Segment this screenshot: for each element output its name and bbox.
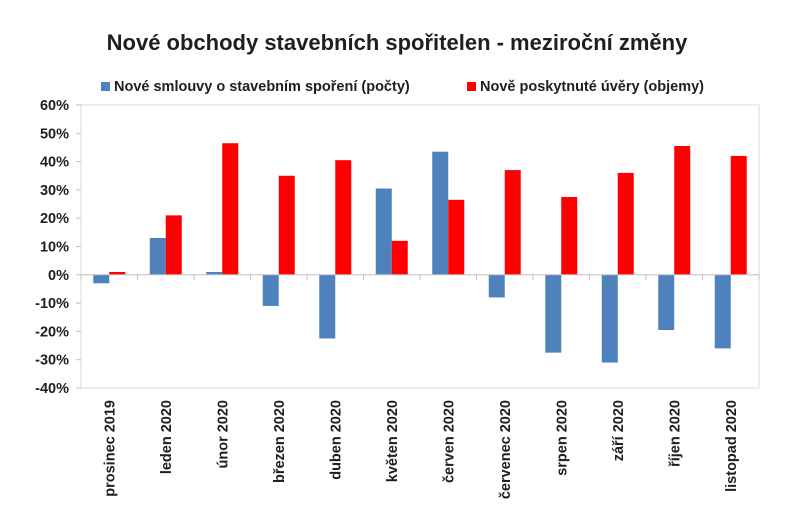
legend-swatch-series-2 xyxy=(467,82,476,91)
plot-area xyxy=(80,104,760,389)
bar-series-1 xyxy=(658,274,675,330)
bar-series-2 xyxy=(335,160,352,275)
plot-border xyxy=(80,104,760,389)
x-tick-label: prosinec 2019 xyxy=(102,400,118,497)
bar-series-1 xyxy=(545,274,562,353)
bar-series-2 xyxy=(504,170,521,275)
bar-series-2 xyxy=(165,215,182,275)
y-tick-label: 50% xyxy=(40,126,69,142)
y-tick-label: 20% xyxy=(40,211,69,227)
x-tick-label: říjen 2020 xyxy=(667,400,683,467)
bar-series-1 xyxy=(262,274,279,306)
bar-series-2 xyxy=(109,271,126,275)
chart-title: Nové obchody stavebních spořitelen - mez… xyxy=(107,30,688,55)
bar-series-1 xyxy=(714,274,731,349)
bar-series-2 xyxy=(617,172,634,275)
y-tick-label: 0% xyxy=(48,268,69,284)
x-tick-label: duben 2020 xyxy=(328,400,344,480)
legend-label-series-1: Nové smlouvy o stavebním spoření (počty) xyxy=(114,79,410,95)
bar-series-1 xyxy=(488,274,505,298)
bar-series-1 xyxy=(601,274,618,363)
x-tick-label: červen 2020 xyxy=(441,400,457,483)
x-tick-label: srpen 2020 xyxy=(554,400,570,476)
x-tick-label: březen 2020 xyxy=(272,400,288,483)
legend-label-series-2: Nově poskytnuté úvěry (objemy) xyxy=(480,79,704,95)
bar-series-1 xyxy=(432,151,449,275)
y-tick-label: -30% xyxy=(35,353,69,369)
legend-swatch-series-1 xyxy=(101,82,110,91)
x-tick-label: listopad 2020 xyxy=(724,400,740,492)
bar-series-1 xyxy=(93,274,110,284)
y-tick-label: -20% xyxy=(35,324,69,340)
bar-series-2 xyxy=(674,146,691,275)
bar-series-2 xyxy=(730,155,747,275)
bar-series-2 xyxy=(448,199,465,275)
bar-series-1 xyxy=(206,271,223,275)
y-tick-label: -40% xyxy=(35,381,69,397)
y-tick-label: 30% xyxy=(40,183,69,199)
x-tick-label: září 2020 xyxy=(611,400,627,461)
x-tick-label: leden 2020 xyxy=(159,400,175,474)
x-tick-label: únor 2020 xyxy=(215,400,231,469)
y-tick-label: 60% xyxy=(40,98,69,114)
bar-series-2 xyxy=(222,143,239,275)
x-tick-label: červenec 2020 xyxy=(498,400,514,499)
bar-series-2 xyxy=(278,175,295,275)
legend: Nové smlouvy o stavebním spoření (počty)… xyxy=(101,79,704,95)
y-tick-label: 40% xyxy=(40,155,69,171)
x-tick-label: květen 2020 xyxy=(385,400,401,482)
y-tick-label: -10% xyxy=(35,296,69,312)
x-axis-ticks: prosinec 2019 leden 2020 únor 2020 březen 2… xyxy=(102,400,740,499)
y-tick-label: 10% xyxy=(40,240,69,256)
bar-series-1 xyxy=(375,188,392,275)
bar-series-2 xyxy=(391,240,408,275)
y-axis-ticks: 60% 50% 40% 30% 20% 10% 0% -10% -20% -30% -40% xyxy=(35,98,81,397)
bar-series-1 xyxy=(149,238,166,275)
bar-series-2 xyxy=(561,196,578,275)
bar-series-1 xyxy=(319,274,336,339)
